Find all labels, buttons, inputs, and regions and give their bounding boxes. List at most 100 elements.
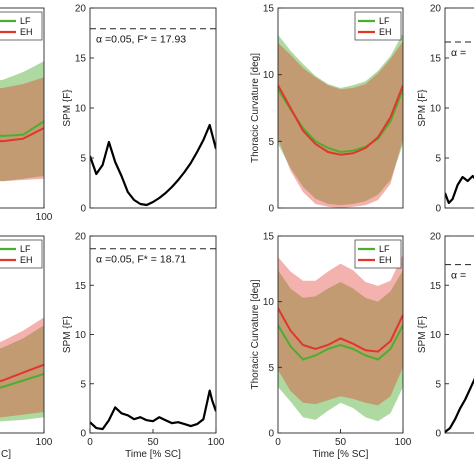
- y-axis-label: Thoracic Curvature [deg]: [250, 53, 261, 163]
- y-axis-label: SPM {F}: [417, 89, 428, 127]
- plot-area: α =: [445, 41, 474, 205]
- y-tick-label: 0: [435, 204, 441, 215]
- y-tick-label: 10: [430, 330, 442, 341]
- x-tick-label: 100: [208, 437, 225, 448]
- legend-label-lf: LF: [20, 16, 31, 26]
- band-eh: [0, 77, 44, 182]
- y-tick-label: 20: [430, 4, 442, 15]
- y-tick-label: 5: [268, 137, 274, 148]
- threshold-annotation: α =: [451, 270, 466, 282]
- mean-line-eh: [0, 127, 44, 143]
- y-tick-label: 10: [263, 70, 275, 81]
- legend-label-lf: LF: [20, 244, 31, 254]
- axes-frame: [0, 235, 45, 434]
- plot-area: [0, 317, 44, 422]
- mean-line-lf: [278, 324, 403, 361]
- band-eh: [278, 41, 403, 208]
- legend-label-lf: LF: [379, 16, 390, 26]
- y-tick-label: 10: [263, 297, 275, 308]
- band-lf: [278, 33, 403, 206]
- threshold-annotation: α =0.05, F* = 17.93: [96, 34, 186, 46]
- mean-line-lf: [0, 120, 44, 138]
- spm-curve: [445, 377, 474, 433]
- panel-p2: α =0.05, F* = 17.93 0 5 10 15 20 SPM {F}: [62, 4, 217, 215]
- panel-p7: 0 5 10 15 0 50 100 Thoracic Curvature [deg] Time…: [250, 232, 412, 461]
- legend-box: [354, 11, 402, 41]
- y-tick-label: 5: [435, 379, 441, 390]
- panel-p8: α = 0 5 10 15 20 SPM {F}: [417, 232, 474, 440]
- y-tick-label: 0: [268, 204, 274, 215]
- y-tick-label: 20: [430, 232, 442, 243]
- x-axis-label: C]: [1, 449, 11, 460]
- legend-label-eh: EH: [20, 27, 33, 37]
- y-tick-label: 20: [75, 4, 87, 15]
- y-tick-label: 5: [268, 363, 274, 374]
- panel-p6: α =0.05, F* = 18.71 0 5 10 15 20 0 50 100 SPM {F}…: [62, 232, 225, 461]
- y-tick-label: 0: [435, 429, 441, 440]
- x-tick-label: 100: [395, 437, 412, 448]
- x-tick-label: 50: [147, 437, 159, 448]
- legend-label-lf: LF: [379, 244, 390, 254]
- axes-frame: [444, 235, 474, 434]
- y-tick-label: 5: [80, 379, 86, 390]
- plot-area: [278, 33, 403, 208]
- mean-line-eh: [0, 363, 44, 383]
- plot-area: α =: [445, 264, 474, 433]
- axes-frame: [277, 7, 404, 209]
- y-tick-label: 15: [263, 232, 275, 243]
- legend-label-eh: EH: [20, 255, 33, 265]
- legend-box: [0, 11, 43, 41]
- axes-frame: [0, 7, 45, 209]
- legend-label-eh: EH: [379, 255, 392, 265]
- plot-area: α =0.05, F* = 17.93: [90, 28, 216, 207]
- y-tick-label: 15: [75, 281, 87, 292]
- y-tick-label: 15: [75, 54, 87, 65]
- x-tick-label: 0: [87, 437, 93, 448]
- y-tick-label: 0: [80, 204, 86, 215]
- y-tick-label: 5: [435, 154, 441, 165]
- x-tick-label: 0: [275, 437, 281, 448]
- band-lf: [0, 61, 44, 182]
- legend-label-eh: EH: [379, 27, 392, 37]
- y-tick-label: 5: [80, 154, 86, 165]
- legend-box: [0, 239, 43, 269]
- threshold-annotation: α =0.05, F* = 18.71: [96, 254, 186, 266]
- y-tick-label: 15: [263, 4, 275, 15]
- y-axis-label: SPM {F}: [62, 315, 73, 353]
- spm-curve: [445, 174, 474, 205]
- y-axis-label: Thoracic Curvature [deg]: [250, 279, 261, 389]
- plot-area: [0, 61, 44, 182]
- x-axis-label: Time [% SC]: [125, 449, 181, 460]
- y-tick-label: 0: [80, 429, 86, 440]
- x-tick-label: 50: [335, 437, 347, 448]
- panel-p4: α = 0 5 10 15 20 SPM {F}: [417, 4, 474, 215]
- y-axis-label: SPM {F}: [62, 89, 73, 127]
- y-axis-label: SPM {F}: [417, 315, 428, 353]
- plot-area: α =0.05, F* = 18.71: [90, 248, 216, 431]
- y-tick-label: 10: [75, 330, 87, 341]
- x-tick-label: 100: [36, 437, 53, 448]
- legend-box: [354, 239, 402, 269]
- band-eh: [0, 317, 44, 418]
- spm-curve: [90, 123, 216, 207]
- spm-curve: [90, 389, 216, 431]
- mean-line-eh: [278, 307, 403, 353]
- y-tick-label: 10: [75, 104, 87, 115]
- threshold-annotation: α =: [451, 47, 466, 59]
- y-tick-label: 15: [430, 281, 442, 292]
- y-tick-label: 0: [268, 429, 274, 440]
- mean-line-eh: [278, 84, 403, 156]
- band-eh: [278, 254, 403, 406]
- y-tick-label: 10: [430, 104, 442, 115]
- y-tick-label: 20: [75, 232, 87, 243]
- x-tick-label: 100: [36, 212, 53, 223]
- mean-line-lf: [0, 372, 44, 389]
